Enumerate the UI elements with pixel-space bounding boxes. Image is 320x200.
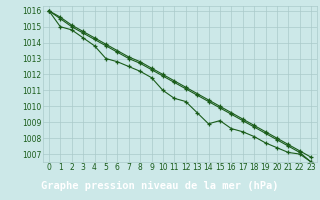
Text: Graphe pression niveau de la mer (hPa): Graphe pression niveau de la mer (hPa) — [41, 181, 279, 191]
